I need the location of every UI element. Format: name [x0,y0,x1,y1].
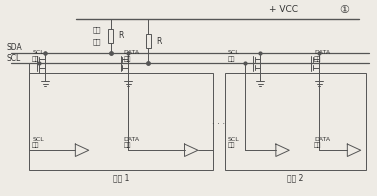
Text: DATA
输出: DATA 输出 [124,137,139,148]
Text: SCL: SCL [6,54,21,63]
Text: SCL
输出: SCL 输出 [32,137,44,148]
Text: ①: ① [339,5,349,15]
Polygon shape [276,144,289,156]
Polygon shape [184,144,198,156]
Bar [225,73,366,170]
Text: SCL
输入: SCL 输入 [228,50,239,62]
Polygon shape [75,144,89,156]
Text: R: R [118,31,124,40]
Text: SDA: SDA [6,43,22,52]
Bar [29,73,213,170]
Text: 上拉: 上拉 [92,26,101,33]
Text: . . .: . . . [212,117,225,126]
Text: DATA
输入: DATA 输入 [124,50,139,62]
Text: DATA
输入: DATA 输入 [314,50,330,62]
Bar [146,34,151,48]
Text: 电阑: 电阑 [92,39,101,45]
Polygon shape [347,144,361,156]
Text: DATA
输出: DATA 输出 [314,137,330,148]
Text: 器件 1: 器件 1 [113,173,129,182]
Text: SCL
输入: SCL 输入 [32,50,44,62]
Bar [108,29,113,43]
Text: 器件 2: 器件 2 [287,173,303,182]
Text: R: R [156,37,162,46]
Text: + VCC: + VCC [270,5,299,14]
Text: SCL
输出: SCL 输出 [228,137,239,148]
